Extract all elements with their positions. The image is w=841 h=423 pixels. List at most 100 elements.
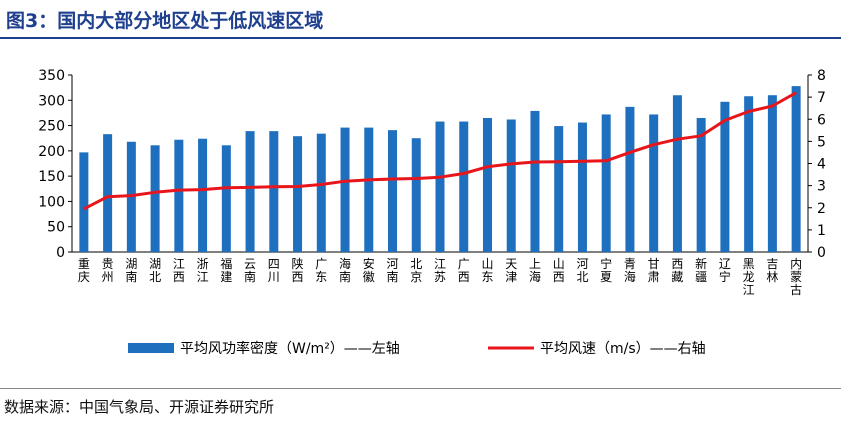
wind-speed-point <box>320 184 322 186</box>
right-tick-label: 8 <box>817 68 826 84</box>
category-label: 宁夏 <box>600 256 612 284</box>
category-label: 湖北 <box>149 256 161 284</box>
category-label: 陕西 <box>292 256 304 284</box>
figure-title: 图3：国内大部分地区处于低风速区域 <box>6 10 324 32</box>
category-label: 江西 <box>173 257 185 284</box>
category-label: 辽宁 <box>719 257 731 284</box>
bar <box>554 126 564 252</box>
wind-speed-point <box>368 179 370 181</box>
category-label: 四川 <box>268 257 280 284</box>
bar <box>720 101 730 252</box>
bar <box>198 138 208 252</box>
wind-speed-point <box>273 186 275 188</box>
wind-speed-point <box>629 151 631 153</box>
bar <box>744 96 754 252</box>
bar <box>316 133 326 252</box>
right-tick-label: 6 <box>817 112 826 128</box>
category-label: 甘肃 <box>648 257 660 284</box>
bar <box>293 136 303 252</box>
bar <box>601 114 611 253</box>
category-label: 湖南 <box>125 256 137 284</box>
wind-speed-point <box>130 195 132 197</box>
bar <box>482 117 492 252</box>
category-label: 贵州 <box>102 257 114 284</box>
wind-speed-point <box>463 172 465 174</box>
bar <box>435 121 445 252</box>
bar <box>79 152 89 252</box>
right-tick-label: 7 <box>817 90 826 106</box>
bar <box>649 114 659 253</box>
wind-speed-point <box>107 196 109 198</box>
right-tick-label: 2 <box>817 201 826 217</box>
bar <box>506 119 516 252</box>
category-label: 重庆 <box>78 257 90 284</box>
wind-speed-point <box>83 208 85 210</box>
legend-bar-swatch <box>128 343 174 353</box>
category-label: 青海 <box>624 257 636 284</box>
wind-speed-point <box>297 186 299 188</box>
legend-line-label: 平均风速（m/s）——右轴 <box>540 341 706 357</box>
right-tick-label: 3 <box>817 179 826 195</box>
category-label: 内蒙古 <box>790 257 802 297</box>
wind-speed-point <box>486 166 488 168</box>
bar <box>459 121 469 252</box>
title-divider <box>0 37 841 39</box>
bar <box>530 110 540 252</box>
category-label: 天津 <box>505 257 517 284</box>
category-label: 福建 <box>220 256 232 284</box>
wind-speed-point <box>724 119 726 121</box>
right-tick-label: 4 <box>817 157 826 173</box>
bar <box>577 122 587 252</box>
right-tick-label: 0 <box>817 245 826 261</box>
wind-speed-point <box>676 138 678 140</box>
left-tick-label: 150 <box>38 169 65 185</box>
bar <box>245 131 255 252</box>
category-label: 新疆 <box>695 256 707 284</box>
left-tick-label: 250 <box>38 119 65 135</box>
figure-header: 图3：国内大部分地区处于低风速区域 <box>0 0 841 40</box>
left-tick-label: 300 <box>38 93 65 109</box>
bar <box>364 127 374 252</box>
legend-bar-label: 平均风功率密度（W/m²）——左轴 <box>180 340 400 357</box>
category-label: 云南 <box>244 257 256 284</box>
bar <box>150 145 160 252</box>
category-label: 上海 <box>529 257 541 284</box>
category-label: 海南 <box>339 256 351 284</box>
left-tick-label: 200 <box>38 144 65 160</box>
category-label: 江苏 <box>434 257 446 284</box>
bar <box>411 138 421 252</box>
left-tick-label: 50 <box>47 220 65 236</box>
bar <box>388 130 398 252</box>
right-tick-label: 1 <box>817 223 826 239</box>
wind-speed-point <box>392 178 394 180</box>
category-label: 广东 <box>315 257 327 284</box>
wind-speed-point <box>344 180 346 182</box>
wind-speed-point <box>178 189 180 191</box>
bar <box>103 134 113 252</box>
wind-speed-point <box>249 186 251 188</box>
wind-speed-point <box>534 161 536 163</box>
wind-speed-point <box>510 163 512 165</box>
category-label: 黑龙江 <box>743 257 755 297</box>
bar <box>696 117 706 252</box>
chart: 0 50 100 150 200 250 300 350 0 1 2 3 4 5 6 7 8 重庆贵州湖南湖北江西… <box>38 68 826 357</box>
category-label: 吉林 <box>766 257 778 284</box>
category-label: 山西 <box>553 257 565 284</box>
wind-speed-point <box>795 92 797 94</box>
category-label: 广西 <box>458 257 470 284</box>
wind-speed-point <box>653 144 655 146</box>
wind-speed-point <box>748 111 750 113</box>
bar <box>221 145 231 252</box>
source-divider <box>0 388 841 389</box>
wind-speed-point <box>700 135 702 137</box>
bar <box>625 106 635 252</box>
left-tick-label: 100 <box>38 194 65 210</box>
bar <box>174 139 184 252</box>
category-label: 西藏 <box>671 257 683 284</box>
source-note: 数据来源：中国气象局、开源证券研究所 <box>4 398 275 416</box>
bar <box>340 127 350 252</box>
category-label: 山东 <box>481 257 493 284</box>
left-tick-label: 0 <box>56 245 65 261</box>
bar <box>767 95 777 252</box>
wind-speed-point <box>439 176 441 178</box>
